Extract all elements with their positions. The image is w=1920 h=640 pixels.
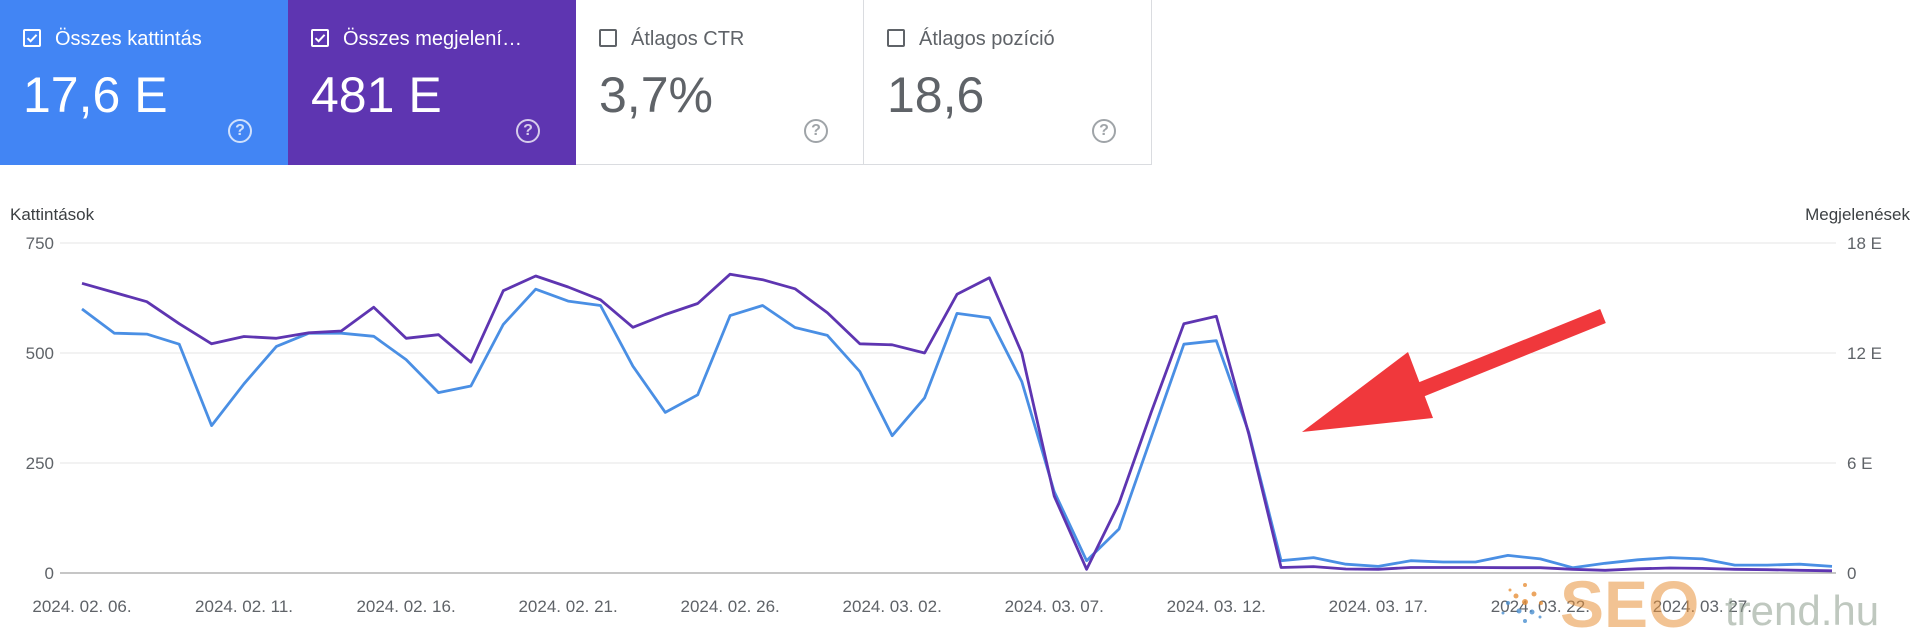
checkbox-unchecked-icon[interactable]: [887, 29, 905, 47]
metric-label: Átlagos pozíció: [919, 28, 1055, 50]
x-tick-label: 2024. 03. 17.: [1329, 597, 1428, 616]
metric-value: 17,6 E: [23, 67, 168, 123]
x-tick-label: 2024. 03. 12.: [1167, 597, 1266, 616]
x-tick-label: 2024. 02. 11.: [195, 597, 293, 616]
x-tick-label: 2024. 02. 06.: [32, 597, 131, 616]
y-right-ticks: 18 E 12 E 6 E 0: [1847, 234, 1882, 583]
dot-burst-logo: [1501, 583, 1543, 623]
metric-label: Összes megjelení…: [343, 28, 522, 50]
checkbox-unchecked-icon[interactable]: [599, 29, 617, 47]
chart-lines: [81, 272, 1833, 573]
metric-cards: Összes kattintás 17,6 E ? Összes megjele…: [0, 0, 1152, 165]
metric-value: 3,7%: [599, 67, 713, 123]
chart-grid: [60, 242, 1836, 574]
metric-label: Átlagos CTR: [631, 28, 745, 50]
help-icon[interactable]: ?: [1092, 119, 1116, 143]
metric-value: 481 E: [311, 67, 442, 123]
clicks-series-line: [81, 287, 1833, 570]
x-tick-label: 2024. 03. 22.: [1491, 597, 1590, 616]
y-left-tick-label: 750: [26, 234, 54, 253]
y-left-tick-label: 500: [26, 344, 54, 363]
x-tick-label: 2024. 02. 26.: [681, 597, 780, 616]
metric-card-impressions[interactable]: Összes megjelení… 481 E ?: [288, 0, 576, 165]
y-left-tick-label: 0: [45, 564, 54, 583]
metric-value: 18,6: [887, 67, 985, 123]
watermark-trend-text: trend.hu: [1725, 587, 1879, 634]
y-right-tick-label: 0: [1847, 564, 1856, 583]
checkbox-checked-icon[interactable]: [311, 29, 329, 47]
x-tick-label: 2024. 03. 27.: [1653, 597, 1752, 616]
red-arrow-annotation: [1302, 309, 1606, 432]
metric-card-ctr[interactable]: Átlagos CTR 3,7% ?: [576, 0, 864, 165]
x-ticks: 2024. 02. 06. 2024. 02. 11. 2024. 02. 16. 2…: [32, 597, 1752, 616]
y-right-tick-label: 18 E: [1847, 234, 1882, 253]
y-left-axis-title: Kattintások: [10, 205, 95, 224]
watermark-seo-text: SEO: [1560, 567, 1699, 635]
help-icon[interactable]: ?: [804, 119, 828, 143]
x-tick-label: 2024. 03. 02.: [843, 597, 942, 616]
y-right-tick-label: 12 E: [1847, 344, 1882, 363]
metric-card-position[interactable]: Átlagos pozíció 18,6 ?: [864, 0, 1152, 165]
y-right-tick-label: 6 E: [1847, 454, 1873, 473]
metric-label: Összes kattintás: [55, 28, 202, 50]
y-right-axis-title: Megjelenések: [1805, 205, 1910, 224]
help-icon[interactable]: ?: [228, 119, 252, 143]
y-left-ticks: 750 500 250 0: [26, 234, 54, 583]
x-tick-label: 2024. 02. 21.: [518, 597, 617, 616]
metric-card-clicks[interactable]: Összes kattintás 17,6 E ?: [0, 0, 288, 165]
x-tick-label: 2024. 02. 16.: [356, 597, 455, 616]
x-tick-label: 2024. 03. 07.: [1005, 597, 1104, 616]
impressions-series-line: [81, 272, 1833, 573]
help-icon[interactable]: ?: [516, 119, 540, 143]
y-left-tick-label: 250: [26, 454, 54, 473]
checkbox-checked-icon[interactable]: [23, 29, 41, 47]
seo-trend-watermark: SEO trend.hu: [1501, 567, 1879, 635]
